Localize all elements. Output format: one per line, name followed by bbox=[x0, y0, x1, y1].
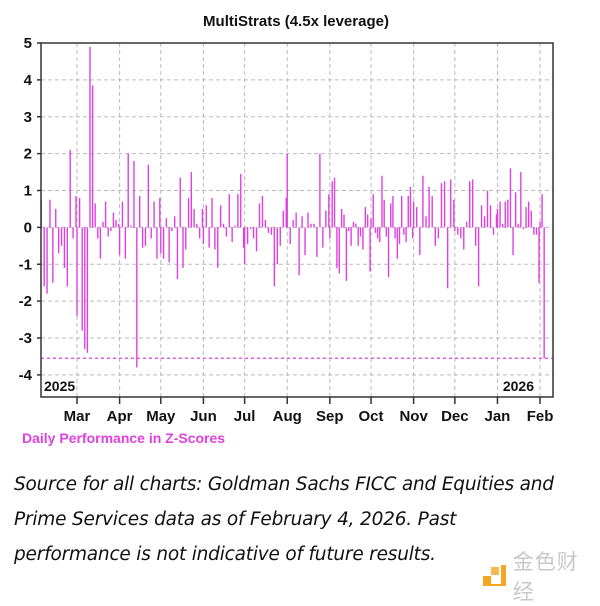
x-tick-label: Sep bbox=[316, 408, 344, 425]
x-tick-label: Dec bbox=[441, 408, 469, 425]
bars bbox=[40, 46, 545, 368]
x-tick-label: Nov bbox=[399, 408, 428, 425]
x-tick-label: Feb bbox=[527, 408, 554, 425]
y-tick-label: 3 bbox=[24, 109, 32, 126]
year-label-2025: 2025 bbox=[44, 378, 75, 394]
plot-frame bbox=[40, 42, 554, 398]
caption-line-3: performance is not indicative of future … bbox=[14, 544, 436, 565]
chart: MultiStrats (4.5x leverage) 5 4 3 2 1 0 -1 -2 -3… bbox=[19, 13, 554, 446]
gridlines bbox=[41, 42, 553, 397]
y-tick-label: 4 bbox=[24, 72, 33, 89]
x-tick-label: Oct bbox=[359, 408, 384, 425]
chart-title: MultiStrats (4.5x leverage) bbox=[203, 13, 389, 30]
y-tick-label: -1 bbox=[19, 256, 32, 273]
x-tick-label: Mar bbox=[64, 408, 91, 425]
y-tick-label: 5 bbox=[24, 35, 32, 52]
year-label-2026: 2026 bbox=[503, 378, 534, 394]
watermark-text: 金色财经 bbox=[512, 550, 579, 604]
y-tick-label: -2 bbox=[19, 293, 32, 310]
y-tick-label: -3 bbox=[19, 330, 32, 347]
x-tick-label: May bbox=[146, 408, 176, 425]
legend-label: Daily Performance in Z-Scores bbox=[22, 430, 225, 446]
x-tick-label: Jun bbox=[190, 408, 217, 425]
caption-line-2: Prime Services data as of February 4, 20… bbox=[14, 509, 457, 530]
y-axis: 5 4 3 2 1 0 -1 -2 -3 -4 bbox=[19, 35, 41, 384]
y-tick-label: -4 bbox=[19, 367, 33, 384]
y-tick-label: 0 bbox=[24, 219, 32, 236]
x-axis: Mar Apr May Jun Jul Aug Sep Oct Nov Dec Jan Feb bbox=[64, 397, 554, 425]
x-tick-label: Aug bbox=[273, 408, 302, 425]
x-tick-label: Jul bbox=[234, 408, 256, 425]
watermark: 金色财经 bbox=[483, 546, 600, 606]
y-tick-label: 2 bbox=[24, 146, 32, 163]
x-tick-label: Jan bbox=[485, 408, 511, 425]
caption-line-1: Source for all charts: Goldman Sachs FIC… bbox=[14, 474, 554, 495]
x-tick-label: Apr bbox=[107, 408, 133, 425]
y-tick-label: 1 bbox=[24, 183, 32, 200]
watermark-logo-icon bbox=[483, 565, 506, 586]
